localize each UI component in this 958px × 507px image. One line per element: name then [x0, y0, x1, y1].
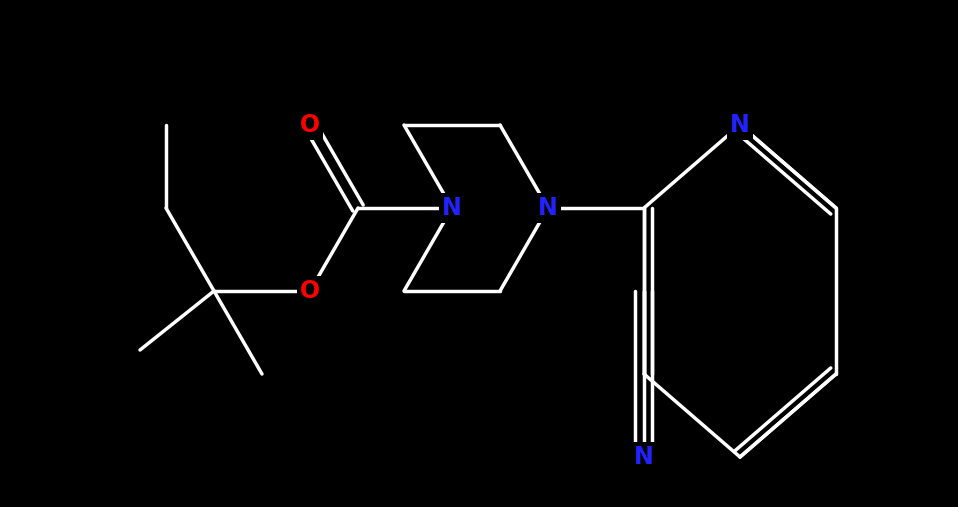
- Text: N: N: [538, 196, 558, 220]
- Text: O: O: [300, 279, 320, 303]
- Text: N: N: [443, 196, 462, 220]
- Text: O: O: [300, 113, 320, 137]
- Text: N: N: [730, 113, 750, 137]
- Text: N: N: [634, 445, 654, 469]
